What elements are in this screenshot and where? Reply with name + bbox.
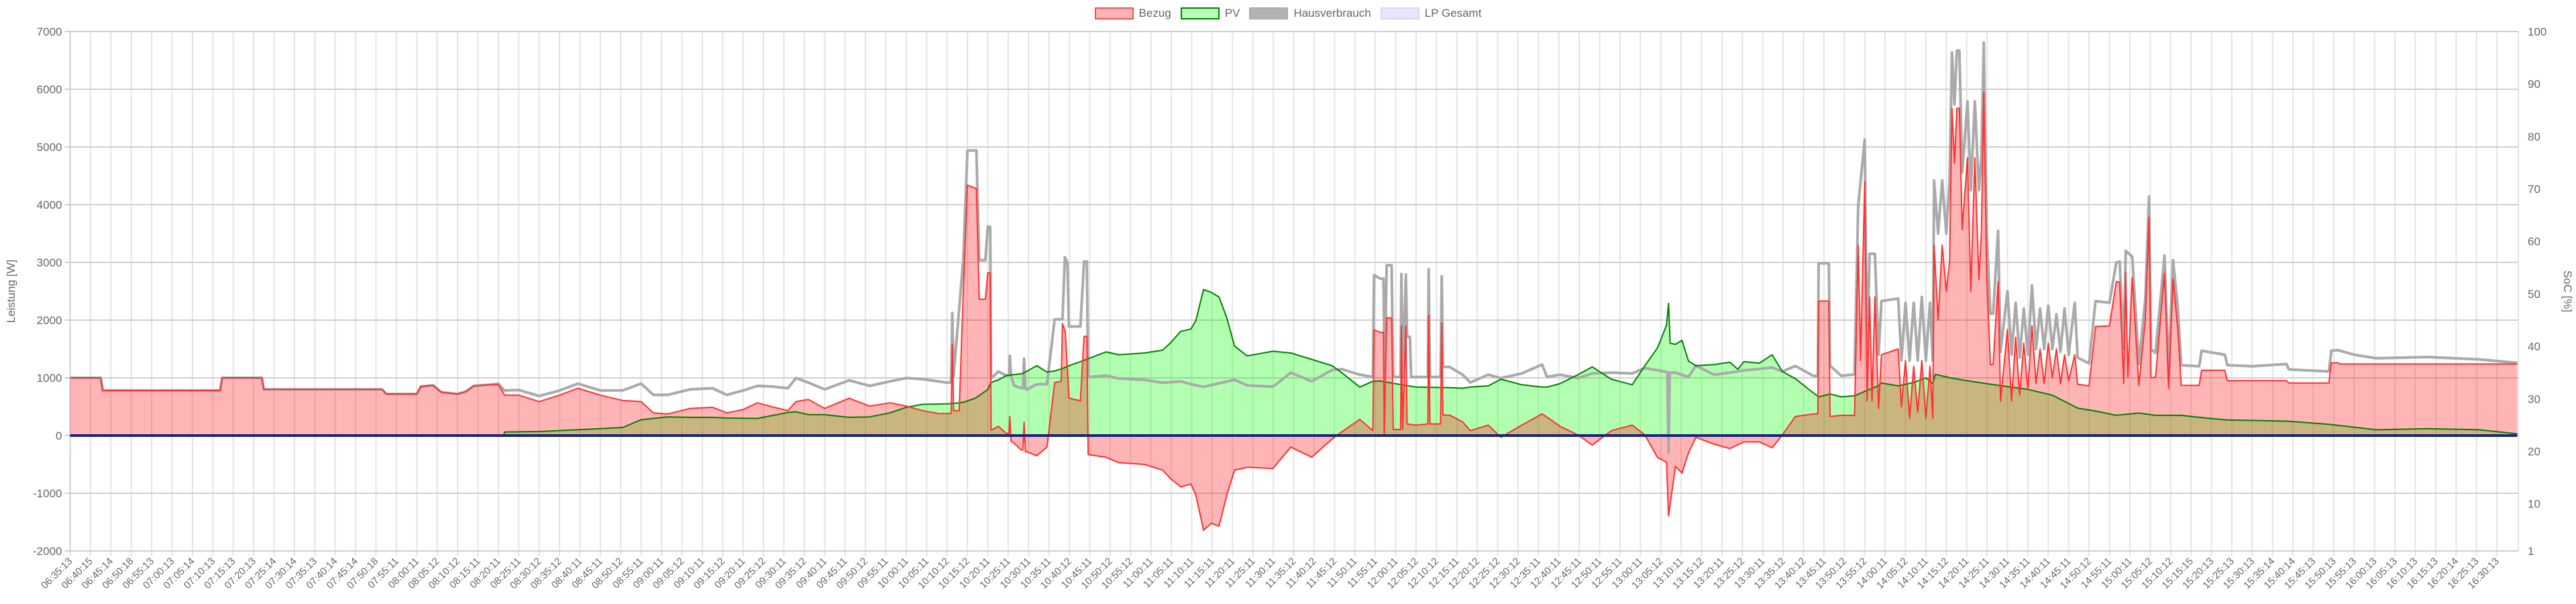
legend-item-pv[interactable]: PV (1180, 7, 1240, 20)
y-tick-label: 3000 (37, 256, 62, 269)
axes: 06:35:1306:40:1506:45:1406:50:1806:55:13… (5, 26, 2574, 591)
legend-label: PV (1224, 7, 1240, 19)
y-right-tick-label: 90 (2528, 78, 2540, 91)
y-tick-label: 0 (56, 430, 62, 442)
series-line-bezug (70, 91, 2518, 531)
series-lines (70, 41, 2518, 531)
legend-item-lp-gesamt[interactable]: LP Gesamt (1380, 7, 1482, 20)
legend-item-bezug[interactable]: Bezug (1094, 7, 1171, 20)
y-tick-label: 5000 (37, 141, 62, 154)
y-tick-label: 6000 (37, 83, 62, 96)
y-right-tick-label: 40 (2528, 340, 2540, 353)
series-line-hausverbrauch (70, 41, 2518, 454)
series-line-pv (503, 289, 2518, 436)
legend-swatch-hausverbrauch (1249, 7, 1289, 19)
y-right-axis-title: SoC [%] (2561, 270, 2574, 312)
legend-swatch-pv (1180, 7, 1220, 19)
y-right-tick-label: 50 (2528, 288, 2540, 301)
legend-label: LP Gesamt (1424, 7, 1482, 19)
legend-swatch-lp-gesamt (1380, 7, 1419, 19)
legend-label: Hausverbrauch (1293, 7, 1371, 19)
y-right-tick-label: 10 (2528, 498, 2540, 511)
y-right-tick-label: 1 (2528, 545, 2534, 558)
series-area-pv (504, 289, 2518, 436)
y-tick-label: 7000 (37, 26, 62, 38)
y-axis-title: Leistung [W] (5, 260, 17, 323)
legend-item-hausverbrauch[interactable]: Hausverbrauch (1249, 7, 1371, 20)
y-right-tick-label: 100 (2528, 26, 2546, 38)
y-tick-label: -2000 (33, 545, 62, 558)
y-right-tick-label: 30 (2528, 393, 2540, 405)
y-tick-label: -1000 (33, 487, 62, 500)
y-tick-label: 1000 (37, 372, 62, 385)
y-right-tick-label: 20 (2528, 445, 2540, 458)
y-tick-label: 2000 (37, 314, 62, 327)
chart-legend: Bezug PV Hausverbrauch LP Gesamt (0, 7, 2576, 20)
y-tick-label: 4000 (37, 199, 62, 211)
series-area-bezug (70, 92, 2518, 531)
y-right-tick-label: 70 (2528, 183, 2540, 196)
y-right-tick-label: 80 (2528, 130, 2540, 143)
legend-label: Bezug (1138, 7, 1171, 19)
y-right-tick-label: 60 (2528, 236, 2540, 248)
legend-swatch-bezug (1094, 7, 1134, 19)
series-areas (70, 92, 2518, 531)
